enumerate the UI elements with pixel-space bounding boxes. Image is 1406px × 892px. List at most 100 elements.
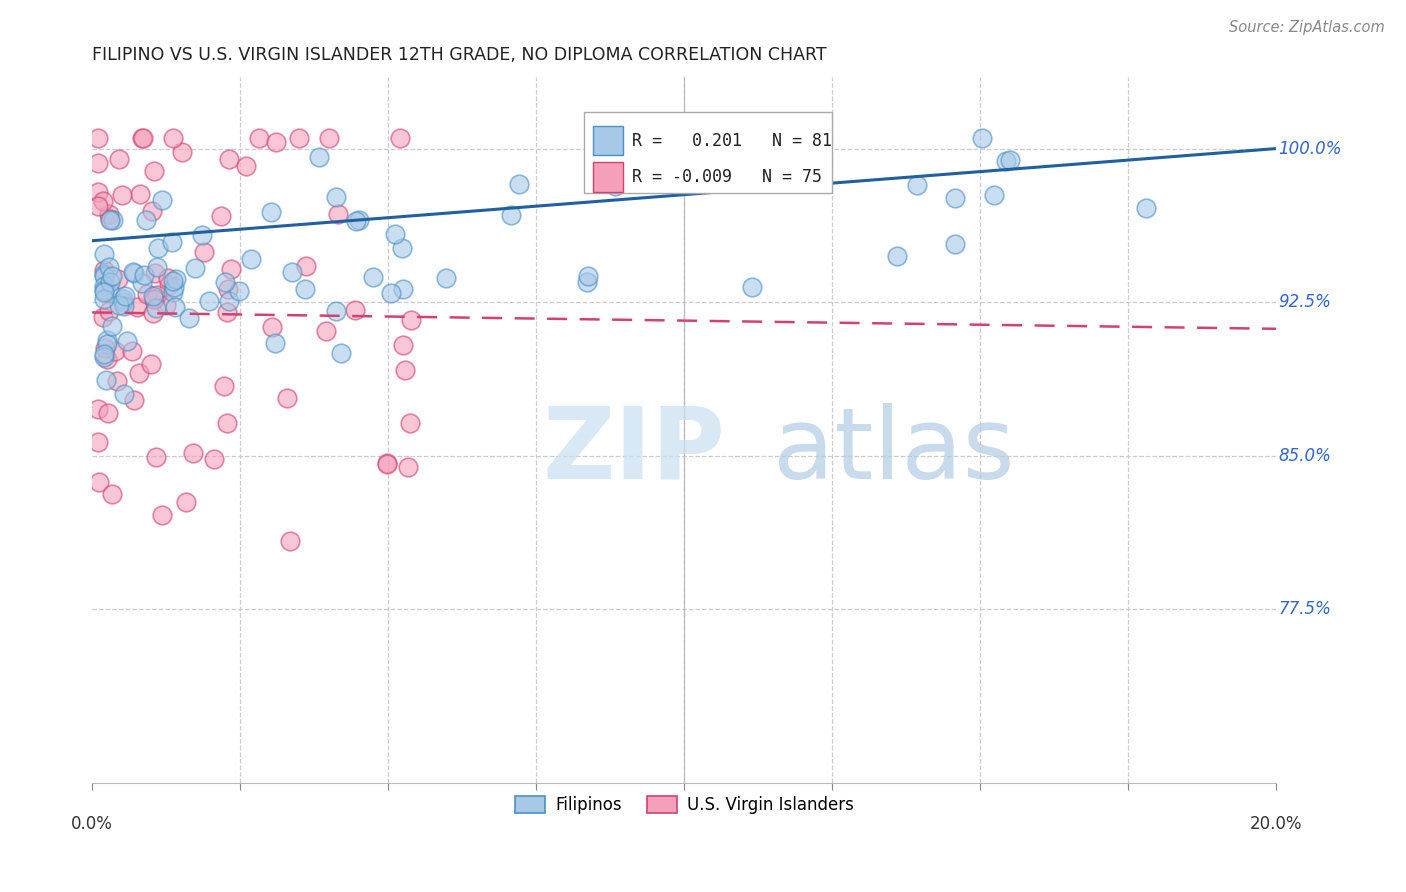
Point	[217, 282, 239, 296]
Text: 0.0%: 0.0%	[72, 815, 112, 833]
Point	[93, 284, 115, 298]
Text: R =   0.201   N = 81: R = 0.201 N = 81	[633, 132, 832, 150]
Text: 77.5%: 77.5%	[1278, 600, 1331, 618]
Point	[228, 285, 250, 299]
Text: R = -0.009   N = 75: R = -0.009 N = 75	[633, 169, 823, 186]
Point	[576, 268, 599, 283]
Point	[218, 152, 240, 166]
Point	[215, 305, 238, 319]
Point	[375, 457, 398, 471]
Point	[235, 159, 257, 173]
Point	[263, 335, 285, 350]
Point	[264, 135, 287, 149]
Point	[129, 187, 152, 202]
Point	[943, 236, 966, 251]
Point	[121, 265, 143, 279]
Point	[157, 271, 180, 285]
Point	[111, 187, 134, 202]
Point	[260, 320, 283, 334]
Point	[105, 374, 128, 388]
Point	[399, 313, 422, 327]
Text: 20.0%: 20.0%	[1250, 815, 1302, 833]
Text: Source: ZipAtlas.com: Source: ZipAtlas.com	[1229, 20, 1385, 35]
Point	[288, 131, 311, 145]
Point	[87, 401, 110, 416]
Point	[111, 292, 134, 306]
Bar	[583, 112, 832, 194]
Point	[107, 271, 129, 285]
Point	[96, 352, 118, 367]
Point	[141, 357, 163, 371]
Point	[93, 350, 115, 364]
Point	[165, 300, 187, 314]
Point	[215, 416, 238, 430]
Point	[183, 260, 205, 275]
Point	[87, 186, 110, 200]
Point	[276, 391, 298, 405]
Point	[157, 277, 180, 292]
Point	[122, 393, 145, 408]
Point	[945, 191, 967, 205]
Point	[142, 164, 165, 178]
Point	[970, 131, 993, 145]
Point	[100, 269, 122, 284]
Point	[98, 212, 121, 227]
Point	[165, 272, 187, 286]
Point	[132, 131, 155, 145]
Point	[91, 310, 114, 324]
Point	[94, 373, 117, 387]
Point	[315, 324, 337, 338]
Point	[145, 301, 167, 315]
Text: FILIPINO VS U.S. VIRGIN ISLANDER 12TH GRADE, NO DIPLOMA CORRELATION CHART: FILIPINO VS U.S. VIRGIN ISLANDER 12TH GR…	[93, 46, 827, 64]
Point	[391, 241, 413, 255]
Point	[181, 446, 204, 460]
Point	[121, 343, 143, 358]
Point	[162, 131, 184, 145]
Point	[434, 271, 457, 285]
Text: 85.0%: 85.0%	[1278, 447, 1331, 465]
Point	[247, 131, 270, 145]
Point	[177, 311, 200, 326]
Point	[104, 343, 127, 358]
Point	[148, 241, 170, 255]
Point	[163, 279, 186, 293]
Point	[343, 303, 366, 318]
Point	[380, 285, 402, 300]
Point	[886, 249, 908, 263]
Point	[219, 262, 242, 277]
Point	[101, 319, 124, 334]
Point	[100, 487, 122, 501]
Point	[155, 298, 177, 312]
Point	[260, 205, 283, 219]
Point	[325, 304, 347, 318]
Point	[103, 213, 125, 227]
Point	[344, 214, 367, 228]
Point	[131, 131, 153, 145]
Point	[143, 292, 166, 306]
Legend: Filipinos, U.S. Virgin Islanders: Filipinos, U.S. Virgin Islanders	[508, 789, 860, 822]
Point	[97, 304, 120, 318]
Point	[330, 345, 353, 359]
Text: atlas: atlas	[773, 403, 1015, 500]
Point	[142, 306, 165, 320]
Point	[97, 406, 120, 420]
Point	[1135, 201, 1157, 215]
Point	[152, 193, 174, 207]
Point	[994, 154, 1017, 169]
Point	[128, 367, 150, 381]
Point	[107, 298, 129, 312]
Point	[87, 155, 110, 169]
Point	[114, 299, 136, 313]
Point	[100, 212, 122, 227]
Point	[399, 416, 422, 430]
Bar	[593, 126, 623, 155]
Point	[280, 533, 302, 548]
Point	[349, 213, 371, 227]
Point	[162, 274, 184, 288]
Point	[115, 334, 138, 348]
Point	[499, 208, 522, 222]
Point	[281, 265, 304, 279]
Point	[160, 235, 183, 250]
Point	[125, 301, 148, 315]
Point	[202, 451, 225, 466]
